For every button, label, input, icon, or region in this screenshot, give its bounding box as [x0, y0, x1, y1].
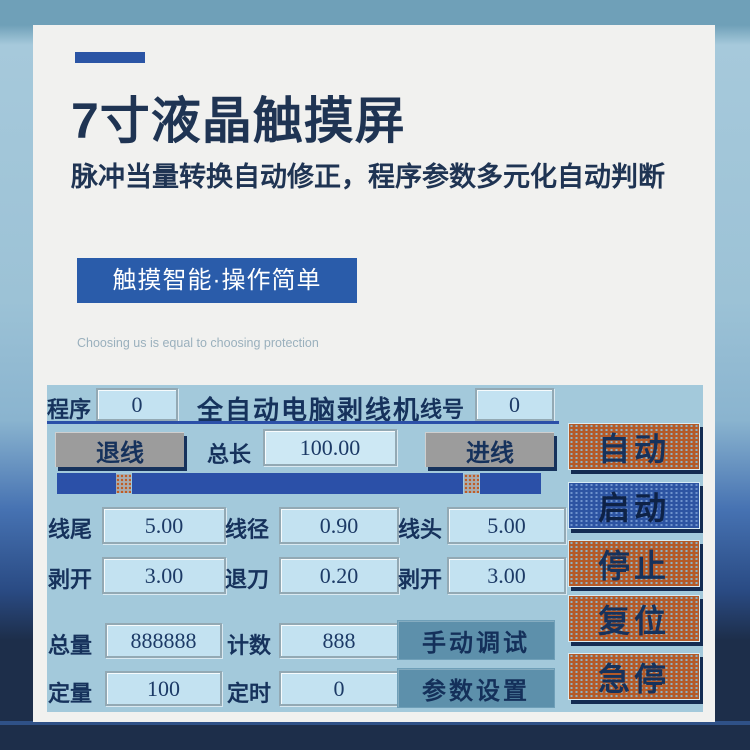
line-number-label: 线号: [420, 397, 465, 422]
reset-button[interactable]: 复位: [568, 595, 700, 642]
slider-handle-left[interactable]: [116, 474, 131, 493]
preset-quantity-label: 定量: [48, 681, 93, 706]
program-label: 程序: [47, 397, 92, 422]
knife-back-label: 退刀: [225, 567, 270, 592]
page-title: 7寸液晶触摸屏: [71, 93, 406, 149]
preset-quantity-field[interactable]: 100: [105, 671, 222, 706]
wire-diameter-field[interactable]: 0.90: [279, 507, 399, 544]
program-value-field[interactable]: 0: [96, 388, 178, 421]
total-quantity-field[interactable]: 888888: [105, 623, 222, 658]
touchscreen-panel: 程序 0 全自动电脑剥线机 线号 0 退线 总长 100.00 进线 线尾 5.…: [47, 385, 703, 712]
retract-wire-button[interactable]: 退线: [55, 432, 184, 467]
english-tagline: Choosing us is equal to choosing protect…: [77, 336, 319, 350]
timer-field[interactable]: 0: [279, 671, 399, 706]
wire-diameter-label: 线径: [225, 517, 270, 542]
wire-head-label: 线头: [398, 517, 443, 542]
wire-tail-label: 线尾: [48, 517, 93, 542]
count-label: 计数: [227, 633, 272, 658]
feed-wire-button[interactable]: 进线: [425, 432, 554, 467]
strip-left-label: 剥开: [48, 567, 93, 592]
feature-badge: 触摸智能·操作简单: [77, 258, 357, 303]
total-length-field[interactable]: 100.00: [263, 429, 397, 466]
auto-button[interactable]: 自动: [568, 423, 700, 470]
wire-head-field[interactable]: 5.00: [447, 507, 566, 544]
emergency-stop-button[interactable]: 急停: [568, 653, 700, 700]
slider-track-middle: [132, 473, 463, 494]
knife-back-field[interactable]: 0.20: [279, 557, 399, 594]
footer-divider: [0, 721, 750, 725]
slider-track-right: [480, 473, 541, 494]
strip-right-label: 剥开: [398, 567, 443, 592]
slider-handle-right[interactable]: [464, 474, 479, 493]
marketing-card: 7寸液晶触摸屏 脉冲当量转换自动修正，程序参数多元化自动判断 触摸智能·操作简单…: [33, 25, 715, 722]
parameter-settings-button[interactable]: 参数设置: [397, 668, 555, 708]
count-field[interactable]: 888: [279, 623, 399, 658]
manual-debug-button[interactable]: 手动调试: [397, 620, 555, 660]
strip-left-field[interactable]: 3.00: [102, 557, 226, 594]
page-subtitle: 脉冲当量转换自动修正，程序参数多元化自动判断: [71, 162, 665, 192]
total-length-label: 总长: [207, 442, 252, 467]
stop-button[interactable]: 停止: [568, 540, 700, 587]
timer-label: 定时: [227, 681, 272, 706]
accent-dash: [75, 52, 145, 63]
start-button[interactable]: 启动: [568, 482, 700, 529]
slider-track-left: [57, 473, 116, 494]
line-number-field[interactable]: 0: [475, 388, 554, 421]
wire-tail-field[interactable]: 5.00: [102, 507, 226, 544]
total-quantity-label: 总量: [48, 633, 93, 658]
strip-right-field[interactable]: 3.00: [447, 557, 566, 594]
header-underline: [47, 421, 559, 424]
machine-title: 全自动电脑剥线机: [197, 396, 422, 425]
